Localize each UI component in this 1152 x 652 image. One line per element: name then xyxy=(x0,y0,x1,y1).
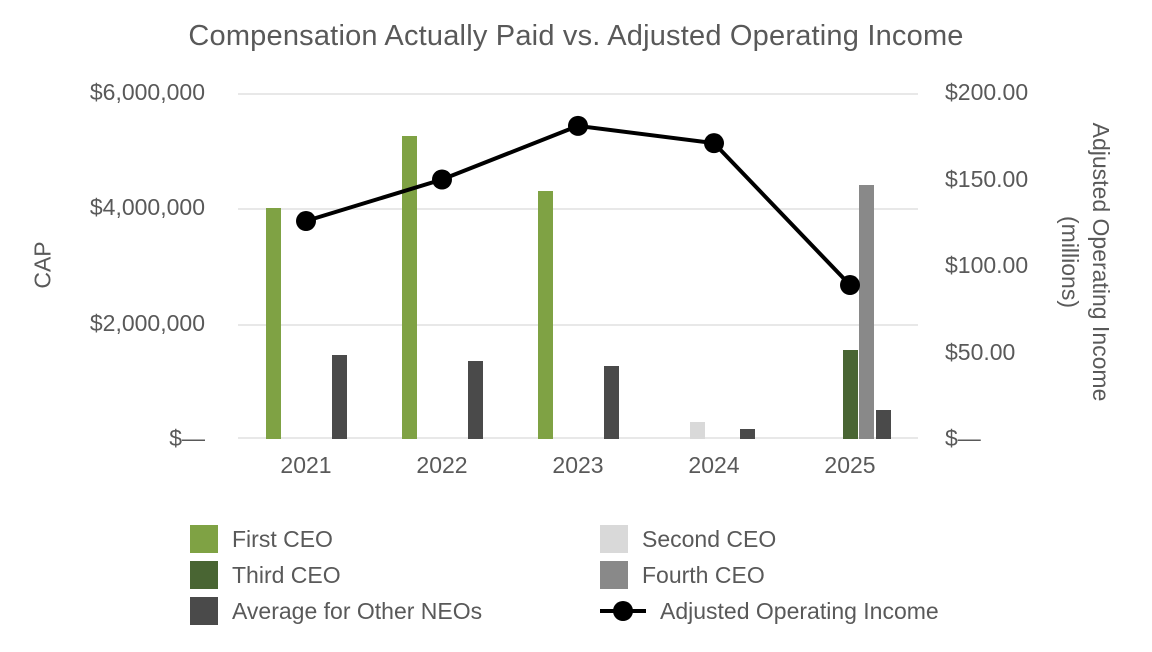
right-axis-tick-label: $— xyxy=(945,424,981,451)
legend-item-fourth-ceo: Fourth CEO xyxy=(600,561,939,589)
bar-first-ceo-2023 xyxy=(537,191,553,439)
bar-fourth-ceo-2025 xyxy=(859,185,874,439)
line-series-adjusted-operating-income xyxy=(296,115,860,296)
line-point-2022 xyxy=(432,169,452,190)
legend-item-second-ceo: Second CEO xyxy=(600,525,939,553)
bar-average-for-other-neos-2022 xyxy=(467,361,483,439)
left-axis-tick-label: $2,000,000 xyxy=(89,309,205,336)
x-axis-label-2024: 2024 xyxy=(688,452,740,478)
legend-label: Third CEO xyxy=(232,561,341,588)
right-axis-tick-label: $50.00 xyxy=(945,338,1016,365)
bar-average-for-other-neos-2021 xyxy=(331,355,347,439)
legend-item-adjusted-operating-income: Adjusted Operating Income xyxy=(600,597,939,625)
line-point-2024 xyxy=(704,133,724,154)
line-point-2025 xyxy=(840,275,860,296)
left-axis-title: CAP xyxy=(29,241,56,289)
bar-average-for-other-neos-2025 xyxy=(875,409,891,439)
legend-swatch-second-ceo xyxy=(600,525,628,553)
right-axis-tick-label: $150.00 xyxy=(945,165,1029,192)
plot-area xyxy=(238,93,918,439)
right-axis-title-line1: Adjusted Operating Income xyxy=(1088,122,1114,402)
bar-average-for-other-neos-2023 xyxy=(603,365,619,439)
legend-label: Adjusted Operating Income xyxy=(660,597,939,624)
legend: First CEO Second CEO Third CEO Fourth CEO Av… xyxy=(190,521,939,629)
bar-first-ceo-2021 xyxy=(265,208,281,439)
legend-label: Fourth CEO xyxy=(642,561,765,588)
left-axis-tick-label: $4,000,000 xyxy=(89,194,205,221)
legend-label: Average for Other NEOs xyxy=(232,597,483,624)
bar-first-ceo-2022 xyxy=(401,136,417,439)
legend-label: First CEO xyxy=(232,525,333,552)
line-path xyxy=(305,123,852,287)
bar-third-ceo-2025 xyxy=(842,349,858,439)
left-axis-tick-label: $6,000,000 xyxy=(89,78,205,105)
right-axis-tick-label: $200.00 xyxy=(945,78,1029,105)
left-axis-tick-label: $— xyxy=(169,424,205,451)
line-point-2021 xyxy=(296,211,316,232)
legend-swatch-first-ceo xyxy=(190,525,218,553)
x-axis-label-2022: 2022 xyxy=(416,452,468,478)
gridline xyxy=(238,208,918,211)
legend-item-third-ceo: Third CEO xyxy=(190,561,600,589)
bar-second-ceo-2024 xyxy=(690,421,705,439)
x-axis-label-2023: 2023 xyxy=(552,452,604,478)
gridline xyxy=(238,437,918,439)
legend-item-average-for-other-neos: Average for Other NEOs xyxy=(190,597,600,625)
gridline xyxy=(238,93,918,95)
legend-label: Second CEO xyxy=(642,525,777,552)
legend-swatch-third-ceo xyxy=(190,561,218,589)
x-axis-label-2025: 2025 xyxy=(824,452,876,478)
right-axis-tick-label: $100.00 xyxy=(945,251,1029,278)
bar-average-for-other-neos-2024 xyxy=(739,429,755,439)
right-axis-title-line2: (millions) xyxy=(1057,216,1083,308)
legend-swatch-average-for-other-neos xyxy=(190,597,218,625)
legend-item-first-ceo: First CEO xyxy=(190,525,600,553)
line-point-2023 xyxy=(568,115,588,136)
gridline xyxy=(238,323,918,326)
x-axis-label-2021: 2021 xyxy=(280,452,332,478)
legend-marker-dot xyxy=(613,601,633,621)
right-axis-title: Adjusted Operating Income (millions) xyxy=(1054,123,1116,402)
chart-title: Compensation Actually Paid vs. Adjusted … xyxy=(188,20,964,52)
legend-swatch-fourth-ceo xyxy=(600,561,628,589)
legend-line-dot-marker xyxy=(600,597,646,625)
